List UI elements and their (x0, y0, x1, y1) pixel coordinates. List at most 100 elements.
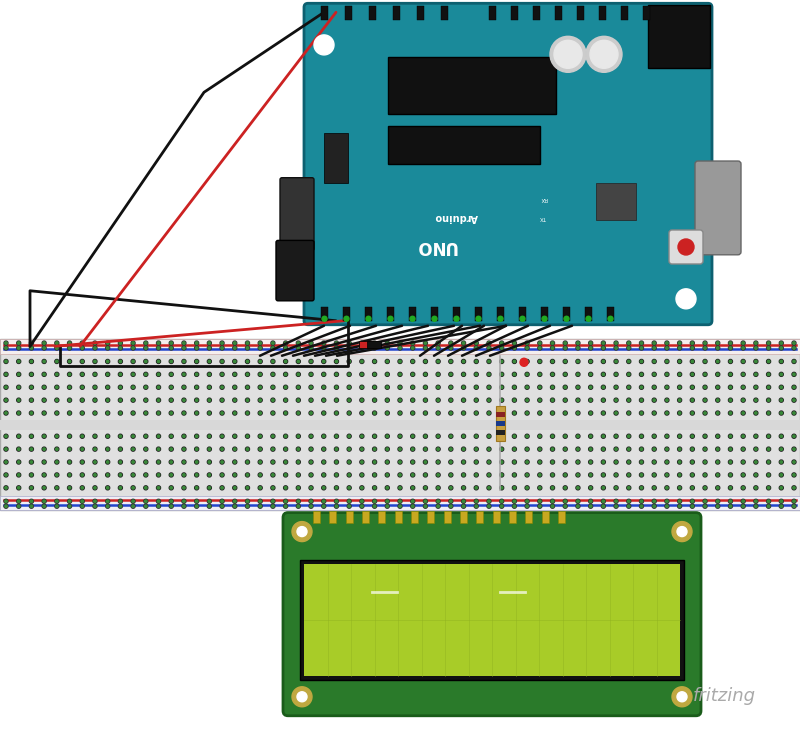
Circle shape (145, 435, 147, 437)
Circle shape (361, 399, 363, 402)
Circle shape (386, 359, 390, 364)
Bar (493, 510, 499, 523)
Circle shape (652, 473, 656, 477)
Circle shape (653, 360, 655, 362)
Bar (541, 307, 548, 321)
Circle shape (767, 412, 770, 414)
Circle shape (665, 473, 669, 477)
Circle shape (436, 460, 440, 464)
Circle shape (207, 398, 211, 402)
Circle shape (259, 461, 262, 463)
Circle shape (68, 500, 70, 502)
Circle shape (284, 504, 288, 508)
Circle shape (195, 500, 198, 502)
Circle shape (158, 412, 160, 414)
Circle shape (67, 346, 71, 350)
Circle shape (627, 474, 630, 476)
Circle shape (334, 473, 338, 477)
Circle shape (449, 434, 453, 438)
Circle shape (18, 461, 20, 463)
Circle shape (475, 360, 478, 362)
Circle shape (590, 461, 592, 463)
Circle shape (93, 447, 97, 451)
Circle shape (347, 385, 351, 389)
Circle shape (271, 359, 275, 364)
Circle shape (347, 486, 351, 490)
Circle shape (80, 411, 84, 415)
Circle shape (476, 316, 481, 321)
Circle shape (602, 473, 606, 477)
Circle shape (284, 434, 288, 438)
Circle shape (678, 474, 681, 476)
Circle shape (589, 341, 593, 345)
Circle shape (614, 499, 618, 503)
Circle shape (665, 504, 669, 508)
Circle shape (717, 474, 719, 476)
Bar (441, 7, 448, 20)
Circle shape (145, 412, 147, 414)
Circle shape (18, 386, 20, 389)
Circle shape (374, 342, 376, 344)
Circle shape (501, 412, 503, 414)
Circle shape (602, 434, 606, 438)
Circle shape (322, 373, 325, 375)
Circle shape (792, 434, 796, 438)
Circle shape (703, 398, 707, 402)
Circle shape (792, 411, 796, 415)
Circle shape (474, 359, 478, 364)
Circle shape (678, 461, 681, 463)
Circle shape (360, 447, 364, 451)
Circle shape (386, 385, 390, 389)
Circle shape (652, 373, 656, 376)
Bar (460, 510, 467, 523)
Circle shape (398, 460, 402, 464)
Circle shape (501, 448, 503, 451)
Circle shape (717, 347, 719, 349)
Circle shape (259, 399, 262, 402)
Circle shape (158, 386, 160, 389)
Circle shape (334, 411, 338, 415)
Circle shape (792, 504, 796, 508)
Circle shape (602, 504, 606, 508)
Circle shape (590, 505, 592, 507)
Circle shape (538, 486, 542, 490)
Circle shape (754, 448, 757, 451)
Circle shape (525, 398, 529, 402)
Circle shape (691, 461, 694, 463)
Circle shape (640, 373, 642, 375)
Circle shape (488, 448, 490, 451)
Circle shape (779, 385, 783, 389)
Circle shape (309, 504, 313, 508)
Circle shape (563, 359, 567, 364)
Circle shape (474, 385, 478, 389)
Circle shape (665, 434, 669, 438)
Circle shape (550, 36, 586, 72)
Circle shape (779, 346, 783, 350)
Circle shape (703, 486, 707, 490)
Circle shape (310, 360, 312, 362)
Circle shape (246, 341, 250, 345)
Circle shape (170, 342, 173, 344)
Circle shape (43, 347, 46, 349)
Bar (388, 126, 540, 164)
Circle shape (729, 460, 733, 464)
Circle shape (297, 500, 299, 502)
Circle shape (488, 373, 490, 375)
Circle shape (119, 386, 122, 389)
Circle shape (487, 447, 491, 451)
Circle shape (639, 398, 643, 402)
Circle shape (474, 447, 478, 451)
Circle shape (487, 473, 491, 477)
Circle shape (297, 347, 299, 349)
Circle shape (106, 505, 109, 507)
Circle shape (284, 385, 288, 389)
Circle shape (373, 504, 377, 508)
Circle shape (246, 359, 250, 364)
Circle shape (639, 504, 643, 508)
Circle shape (450, 399, 452, 402)
Circle shape (285, 412, 287, 414)
Circle shape (462, 347, 465, 349)
Circle shape (730, 505, 732, 507)
Circle shape (220, 473, 224, 477)
Circle shape (716, 504, 720, 508)
